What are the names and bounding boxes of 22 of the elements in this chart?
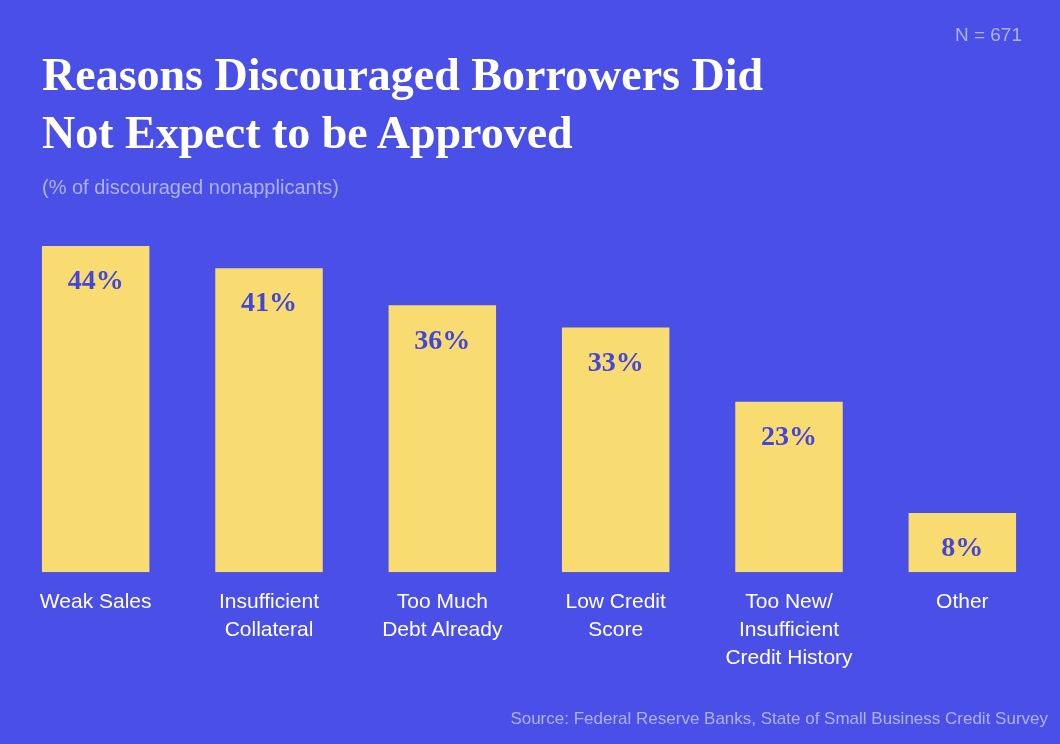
data-label: 41%: [241, 286, 297, 318]
x-tick-label: Too Much Debt Already: [382, 588, 503, 640]
bar: [561, 327, 670, 573]
text: N = 671: [954, 24, 1022, 46]
source-note: Source: Federal Reserve Banks, State of Small Business Credit Survey: [510, 709, 1048, 729]
bar: [388, 305, 497, 573]
x-tick-label: Insufficient Collateral: [218, 588, 320, 640]
data-label: 36%: [414, 323, 471, 355]
x-tick-label: Weak Sales: [39, 588, 152, 612]
chart-subtitle: (% of discouraged nonapplicants): [42, 176, 339, 199]
x-tick-label: Other: [936, 588, 989, 612]
bar: [215, 268, 323, 573]
x-tick-label: Too New/ Insufficient Credit History: [725, 588, 854, 668]
data-label: 33%: [587, 345, 644, 377]
chart-title: Reasons Discouraged Borrowers Did Not Expect to be Approved: [42, 48, 765, 160]
data-label: 8%: [941, 531, 984, 563]
bar: [908, 512, 1017, 573]
data-label: 23%: [761, 419, 817, 451]
x-tick-label: Low Credit Score: [565, 588, 667, 640]
bar: [41, 246, 150, 573]
bar: [735, 401, 843, 573]
data-label: 44%: [67, 264, 124, 296]
